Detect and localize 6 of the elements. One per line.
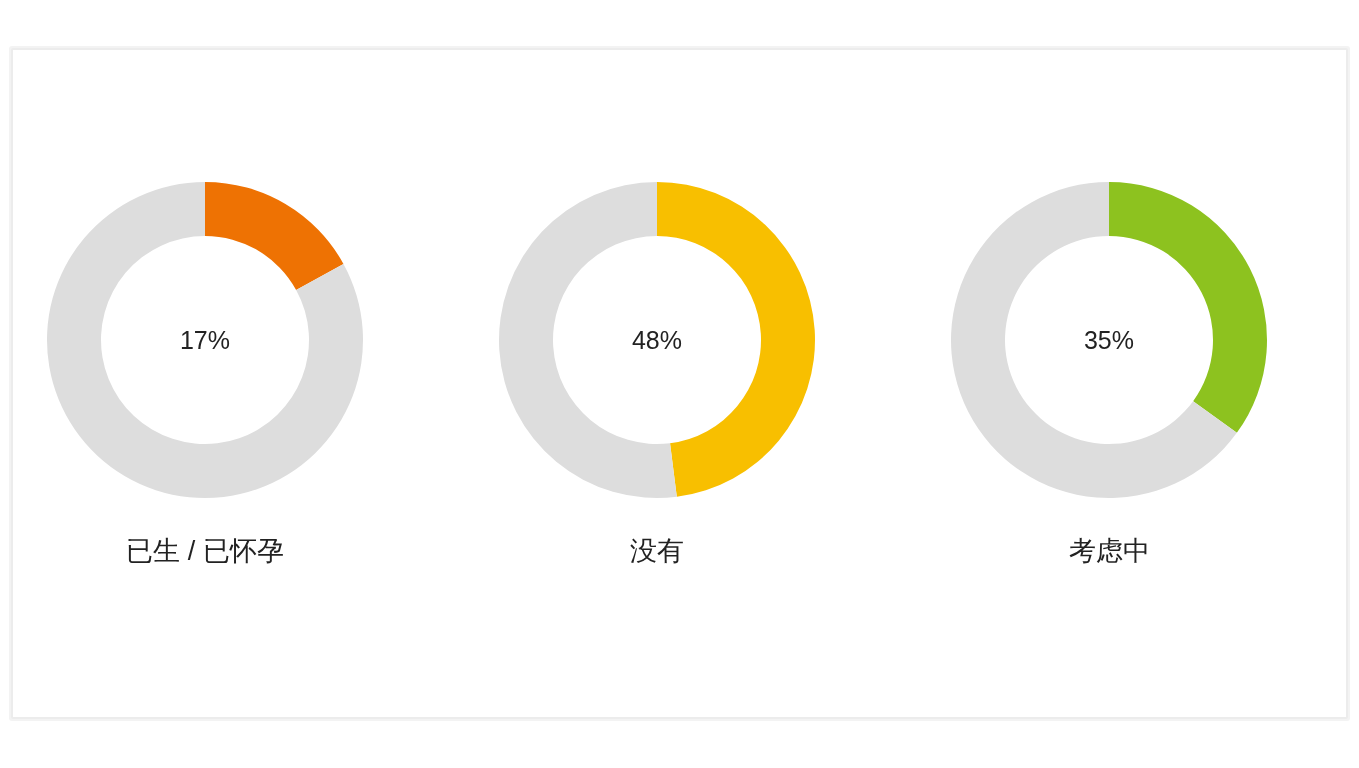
text: 48% — [631, 326, 683, 354]
text: 已生 / 已怀孕 — [126, 536, 284, 566]
text: 17% — [179, 326, 231, 354]
text: 35% — [1083, 326, 1135, 354]
text: 没有 — [630, 536, 684, 566]
text: 考虑中 — [1068, 536, 1150, 566]
